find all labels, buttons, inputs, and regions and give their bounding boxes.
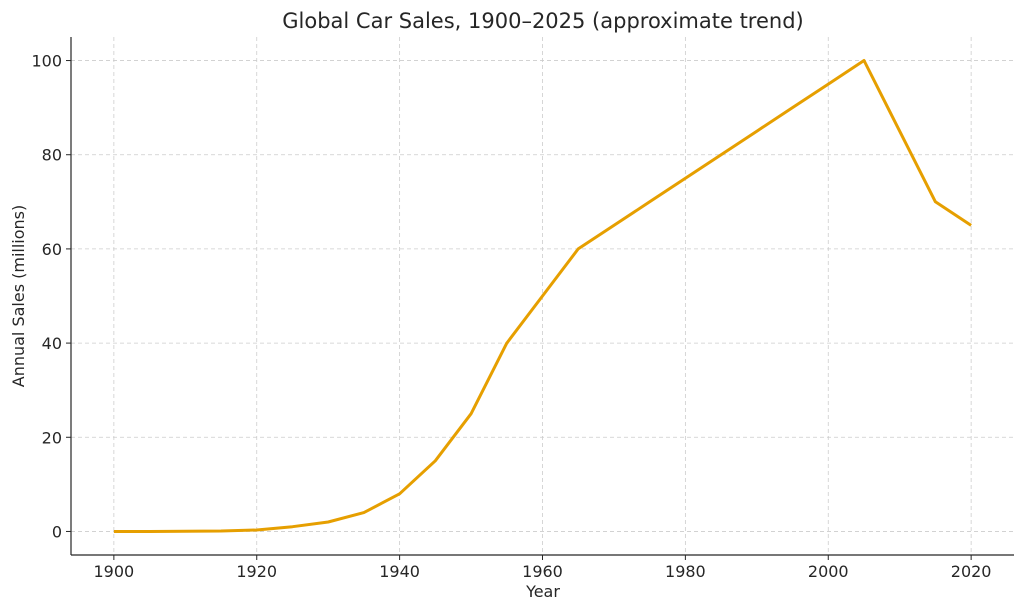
series-line xyxy=(113,59,972,533)
ticks: 1900 1920 1940 1960 1980 2000 2020 0 20 40 60 80 100 xyxy=(31,52,991,581)
y-tick-label: 20 xyxy=(42,428,62,447)
y-tick-label: 100 xyxy=(31,52,62,71)
y-tick-label: 40 xyxy=(42,334,62,353)
x-tick-label: 2020 xyxy=(951,562,992,581)
x-axis-label: Year xyxy=(525,582,560,601)
y-axis-label: Annual Sales (millions) xyxy=(9,205,28,388)
y-tick-label: 80 xyxy=(42,146,62,165)
x-tick-label: 1980 xyxy=(665,562,706,581)
series xyxy=(113,59,972,533)
x-tick-label: 1900 xyxy=(94,562,135,581)
x-tick-label: 1940 xyxy=(379,562,420,581)
x-tick-label: 1960 xyxy=(522,562,563,581)
grid xyxy=(71,37,1014,555)
y-tick-label: 0 xyxy=(52,522,62,541)
y-tick-label: 60 xyxy=(42,240,62,259)
x-tick-label: 2000 xyxy=(808,562,849,581)
chart-title: Global Car Sales, 1900–2025 (approximate… xyxy=(282,9,803,33)
x-tick-label: 1920 xyxy=(236,562,277,581)
